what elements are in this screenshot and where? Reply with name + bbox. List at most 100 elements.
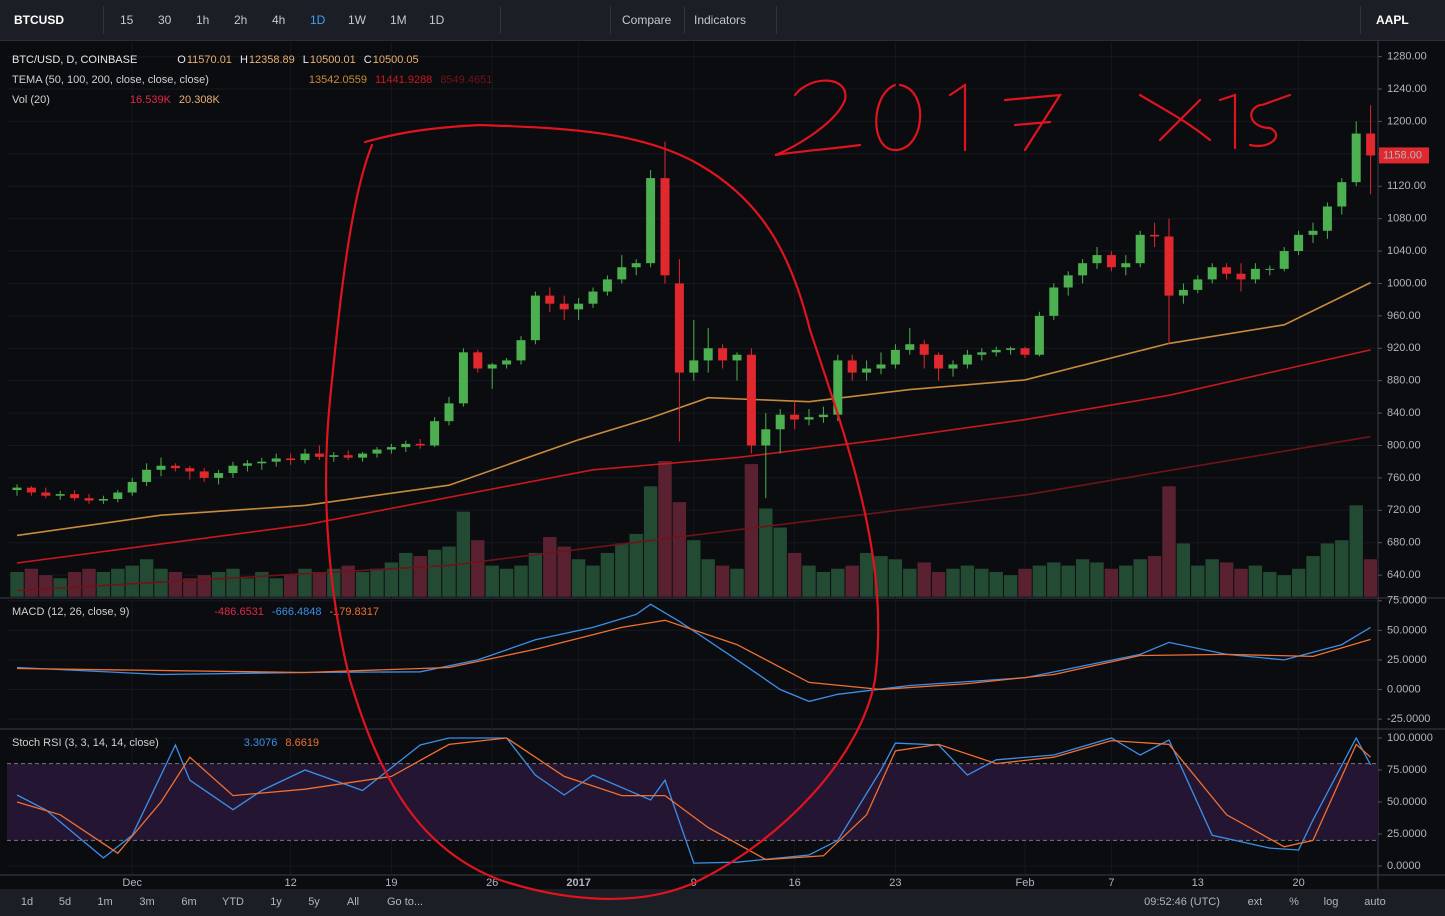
candle-body — [502, 360, 512, 365]
volume-bar — [1132, 558, 1148, 598]
candle-body — [214, 473, 224, 478]
candle-body — [1236, 273, 1246, 280]
volume-bar — [916, 561, 932, 598]
volume-bar — [1003, 574, 1018, 598]
volume-bar — [312, 571, 327, 598]
symbol[interactable]: BTCUSD — [14, 13, 64, 27]
interval[interactable]: 30 — [158, 13, 172, 27]
volume-bar — [1147, 555, 1162, 598]
bottom-ext[interactable]: ext — [1248, 896, 1263, 908]
volume-bar — [1291, 568, 1306, 598]
range-button[interactable]: All — [347, 896, 359, 908]
volume-bar — [787, 552, 802, 598]
candle-body — [55, 494, 65, 496]
interval[interactable]: 1M — [390, 13, 407, 27]
interval[interactable]: 1W — [348, 13, 366, 27]
candle-body — [847, 360, 857, 373]
y-tick-label: 1240.00 — [1387, 83, 1427, 95]
volume-bar — [254, 571, 270, 598]
candle-body — [185, 468, 195, 472]
range-button[interactable]: 3m — [139, 896, 154, 908]
candle-body — [1049, 287, 1059, 316]
bottom-percent[interactable]: % — [1289, 896, 1299, 908]
separator — [500, 6, 501, 34]
y-tick-label: 680.00 — [1387, 537, 1421, 549]
candle-body — [1150, 234, 1160, 237]
volume-bar — [1334, 539, 1350, 598]
candle-body — [314, 453, 324, 457]
legend-text: O — [177, 54, 186, 66]
separator — [776, 6, 777, 34]
volume-bar — [1161, 485, 1177, 598]
volume-bar — [384, 561, 399, 598]
y-tick-label: 1040.00 — [1387, 245, 1427, 257]
y-tick-label: 1120.00 — [1387, 180, 1426, 192]
legend-text: -179.8317 — [329, 606, 379, 618]
interval[interactable]: 4h — [272, 13, 286, 27]
range-button[interactable]: 5d — [59, 896, 71, 908]
compare-button[interactable]: Compare — [622, 13, 672, 27]
interval[interactable]: 1h — [196, 13, 210, 27]
candle-body — [761, 429, 771, 446]
bottom-log[interactable]: log — [1324, 896, 1339, 908]
candle-body — [372, 449, 382, 454]
candle-body — [948, 364, 958, 369]
interval[interactable]: 1D — [429, 13, 445, 27]
candle-body — [919, 344, 929, 355]
candle-body — [646, 178, 656, 264]
range-button[interactable]: YTD — [222, 896, 244, 908]
y-tick-label: 100.0000 — [1387, 732, 1433, 744]
candle-body — [991, 349, 1001, 353]
candle-body — [934, 354, 944, 369]
y-tick-label: 50.0000 — [1387, 796, 1427, 808]
volume-bar — [81, 568, 97, 598]
interval[interactable]: 2h — [234, 13, 248, 27]
legend-text: 10500.05 — [373, 54, 419, 66]
volume-bar — [1089, 561, 1105, 598]
range-button[interactable]: 1d — [21, 896, 33, 908]
volume-bar — [801, 564, 817, 598]
x-tick-label: 26 — [486, 877, 498, 889]
y-tick-label: 75.0000 — [1387, 595, 1427, 607]
indicators-button[interactable]: Indicators — [694, 13, 747, 27]
candle-body — [1106, 255, 1116, 268]
legend-text: MACD (12, 26, close, 9) — [12, 606, 129, 618]
volume-bar — [1219, 561, 1234, 598]
candle-body — [1250, 268, 1260, 280]
range-button[interactable]: 1m — [97, 896, 112, 908]
legend-text: L — [303, 54, 309, 66]
volume-bar — [729, 568, 745, 598]
range-button[interactable]: 5y — [308, 896, 320, 908]
legend-text: C — [364, 54, 372, 66]
volume-bar — [585, 564, 601, 598]
volume-bar — [1320, 542, 1335, 598]
bottom-auto[interactable]: auto — [1364, 896, 1385, 908]
range-button[interactable]: 6m — [181, 896, 196, 908]
legend-text: -666.4848 — [272, 606, 322, 618]
range-button[interactable]: 1y — [270, 896, 282, 908]
y-tick-label: 760.00 — [1387, 472, 1421, 484]
volume-bar — [945, 568, 961, 598]
x-tick-label: Feb — [1016, 877, 1035, 889]
legend-text: 8.6619 — [285, 737, 319, 749]
candle-body — [228, 465, 238, 474]
y-tick-label: 25.0000 — [1387, 654, 1427, 666]
candle-body — [703, 348, 713, 361]
volume-bar — [1204, 558, 1220, 598]
legend-text: TEMA (50, 100, 200, close, close, close) — [12, 74, 209, 86]
volume-bar — [225, 568, 241, 598]
hand-annotation — [325, 79, 1292, 901]
bottom-goto[interactable]: Go to... — [387, 896, 423, 908]
y-tick-label: 960.00 — [1387, 310, 1421, 322]
volume-bar — [1032, 564, 1047, 598]
volume-bar — [1348, 504, 1364, 598]
volume-bar — [240, 577, 255, 598]
volume-bar — [830, 568, 846, 598]
interval[interactable]: 1D — [310, 13, 326, 27]
candle-body — [444, 403, 454, 422]
interval[interactable]: 15 — [120, 13, 134, 27]
separator — [610, 6, 611, 34]
candle-body — [905, 344, 915, 350]
right-symbol[interactable]: AAPL — [1376, 13, 1409, 27]
x-tick-label: 7 — [1108, 877, 1114, 889]
